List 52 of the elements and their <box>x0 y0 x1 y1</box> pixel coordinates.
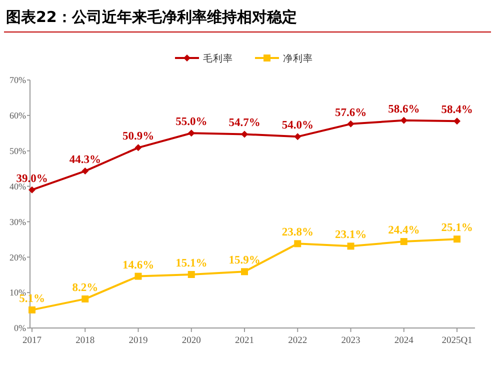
data-label: 23.8% <box>282 226 314 239</box>
legend-label: 净利率 <box>283 52 313 64</box>
point <box>400 238 408 246</box>
x-tick-label: 2019 <box>128 336 148 346</box>
data-label: 57.6% <box>334 106 367 119</box>
y-tick-label: 30% <box>10 216 26 227</box>
point <box>347 242 354 250</box>
point <box>347 120 354 128</box>
data-label: 44.3% <box>69 154 101 166</box>
point <box>134 272 142 280</box>
data-label: 15.1% <box>176 258 208 270</box>
point <box>241 268 248 276</box>
x-tick-label: 2025Q1 <box>442 336 473 346</box>
data-label: 58.6% <box>388 103 420 116</box>
point <box>82 168 89 175</box>
data-label: 8.2% <box>72 282 98 294</box>
point <box>188 130 195 137</box>
data-label: 24.4% <box>388 224 420 237</box>
data-label: 25.1% <box>441 222 473 234</box>
x-tick-label: 2020 <box>182 336 202 346</box>
legend-label: 毛利率 <box>203 52 233 64</box>
y-tick-label: 20% <box>10 252 26 262</box>
y-tick-label: 70% <box>10 75 26 86</box>
data-label: 23.1% <box>334 229 367 242</box>
data-label: 54.0% <box>282 120 314 132</box>
data-label: 50.9% <box>122 130 154 143</box>
point <box>400 116 408 124</box>
x-tick-label: 2017 <box>22 336 42 346</box>
chart-title: 图表22：公司近年来毛净利率维持相对稳定 <box>6 8 297 26</box>
y-tick-label: 0% <box>14 323 26 334</box>
point <box>454 236 460 243</box>
data-label: 54.7% <box>228 117 260 130</box>
point <box>294 240 302 248</box>
point <box>82 295 89 302</box>
x-tick-label: 2018 <box>76 336 95 346</box>
point <box>294 133 302 140</box>
data-label: 15.9% <box>228 254 260 267</box>
point <box>241 130 248 138</box>
data-label: 14.6% <box>122 259 154 272</box>
point <box>28 306 36 314</box>
point <box>28 186 36 194</box>
y-tick-label: 50% <box>10 146 26 156</box>
x-tick-label: 2023 <box>341 336 360 346</box>
point <box>454 118 460 125</box>
x-tick-label: 2021 <box>235 336 254 346</box>
x-tick-label: 2022 <box>288 336 308 346</box>
x-tick-label: 2024 <box>394 336 414 346</box>
y-tick-label: 60% <box>10 110 26 121</box>
point <box>188 271 195 278</box>
data-label: 55.0% <box>176 116 208 128</box>
data-label: 58.4% <box>441 104 473 116</box>
point <box>134 144 142 152</box>
